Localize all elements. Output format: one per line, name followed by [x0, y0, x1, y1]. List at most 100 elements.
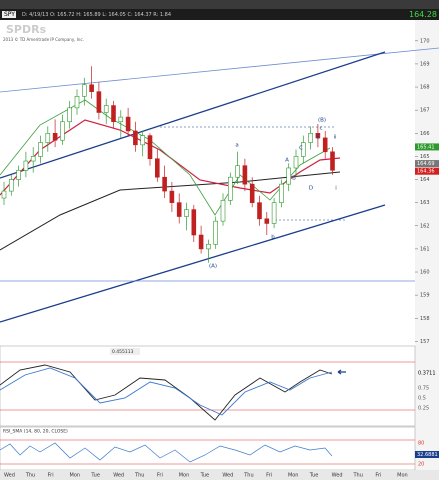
oscillator-tick: 0.25: [418, 406, 429, 412]
y-tick-label: 167: [420, 108, 430, 114]
candle-body: [45, 132, 51, 143]
candle-body: [103, 105, 109, 113]
price-tag: [415, 167, 439, 175]
candle-body: [30, 156, 36, 162]
candle-body: [286, 167, 292, 185]
candle-body: [89, 84, 94, 92]
rsi-label: RSI_SMA (14, 80, 20, CLOSE): [3, 429, 68, 435]
candle-body: [184, 209, 189, 217]
candle-body: [118, 116, 124, 123]
price-tag: [415, 160, 439, 168]
y-tick-label: 164: [420, 177, 430, 183]
wave-label: (A): [209, 264, 217, 270]
y-tick-label: 170: [420, 38, 430, 44]
oscillator-pane: [0, 345, 416, 427]
oscillator-tick: 0.5: [418, 396, 426, 402]
candle-body: [213, 220, 218, 245]
candle-body: [206, 243, 211, 250]
rsi-value: 32.6881: [417, 452, 438, 458]
candle-body: [315, 132, 321, 139]
candle-body: [169, 190, 175, 203]
rsi-value-box: [415, 451, 439, 458]
oscillator-tick: 0.75: [418, 386, 429, 392]
candle-body: [293, 156, 299, 169]
wave-label: A: [285, 158, 289, 164]
y-tick-label: 161: [420, 246, 430, 252]
last-price: 164.28: [409, 10, 437, 19]
candle-body: [162, 176, 167, 192]
candle-body: [155, 158, 160, 178]
candle-body: [82, 84, 87, 97]
wave-label: E: [316, 135, 320, 141]
candle-body: [264, 218, 270, 224]
candle-body: [330, 151, 335, 171]
candle-body: [300, 142, 306, 157]
y-tick-label: 157: [420, 339, 430, 345]
x-tick-label: Mon: [70, 473, 81, 479]
copyright: 2013 © TD Ameritrade IP Company, Inc.: [3, 37, 84, 42]
rsi-tick: 80: [418, 441, 424, 447]
wave-label: D: [309, 186, 313, 192]
symbol-box[interactable]: [2, 11, 16, 18]
quote-bar: [0, 9, 439, 20]
candle-body: [52, 132, 58, 141]
candle-body: [111, 105, 116, 123]
symbol: SPY: [4, 11, 15, 18]
x-tick-label: Thu: [134, 473, 144, 479]
x-tick-label: Wed: [113, 473, 124, 479]
x-tick-label: Tue: [309, 473, 319, 479]
oscillator-value: 0.3711: [418, 371, 436, 377]
y-tick-label: 169: [420, 61, 430, 67]
x-tick-label: Thu: [352, 473, 362, 479]
x-tick-label: Mon: [397, 473, 408, 479]
toolbar: [0, 0, 439, 9]
candle-body: [67, 107, 72, 123]
x-tick-label: Mon: [179, 473, 190, 479]
candle-body: [16, 169, 21, 180]
x-tick-label: Fri: [157, 473, 163, 479]
candle-body: [249, 183, 255, 203]
candle-body: [133, 130, 138, 146]
oscillator-line: [0, 364, 333, 421]
x-tick-label: Fri: [375, 473, 381, 479]
moving-average: [0, 171, 341, 251]
candle-body: [308, 132, 313, 143]
arrow: [337, 369, 346, 375]
candle-body: [242, 165, 248, 185]
trendline: [0, 51, 386, 179]
candle-body: [191, 209, 197, 236]
y-tick-label: 166: [420, 131, 430, 137]
wave-label: C: [299, 146, 303, 152]
oscillator-line: [0, 367, 333, 416]
price-axis: [415, 20, 439, 480]
y-tick-label: 165: [420, 154, 430, 160]
wave-label: i: [335, 186, 337, 192]
watermark: SPDRs: [6, 23, 47, 36]
price-tag-label: 165.41: [417, 144, 435, 150]
candle-body: [257, 202, 262, 220]
x-tick-label: Mon: [288, 473, 299, 479]
candle-body: [23, 160, 29, 171]
price-tag-label: 164.69: [417, 161, 435, 167]
y-tick-label: 168: [420, 85, 430, 91]
wave-label: (B): [318, 118, 326, 124]
candle-body: [9, 179, 14, 192]
candle-body: [198, 234, 204, 250]
trendline: [0, 204, 386, 323]
x-tick-label: Wed: [332, 473, 343, 479]
x-tick-label: Wed: [222, 473, 233, 479]
candle-body: [140, 135, 145, 146]
wave-label: ii: [333, 135, 337, 141]
time-axis: [0, 470, 439, 480]
candle-body: [147, 135, 153, 160]
price-pane: [0, 20, 415, 346]
candle-body: [176, 202, 182, 217]
y-tick-label: 162: [420, 223, 430, 229]
candle-body: [279, 183, 284, 203]
y-tick-label: 159: [420, 293, 430, 299]
candle-body: [38, 142, 43, 157]
moving-average: [0, 119, 341, 196]
rsi-line: [0, 442, 333, 463]
